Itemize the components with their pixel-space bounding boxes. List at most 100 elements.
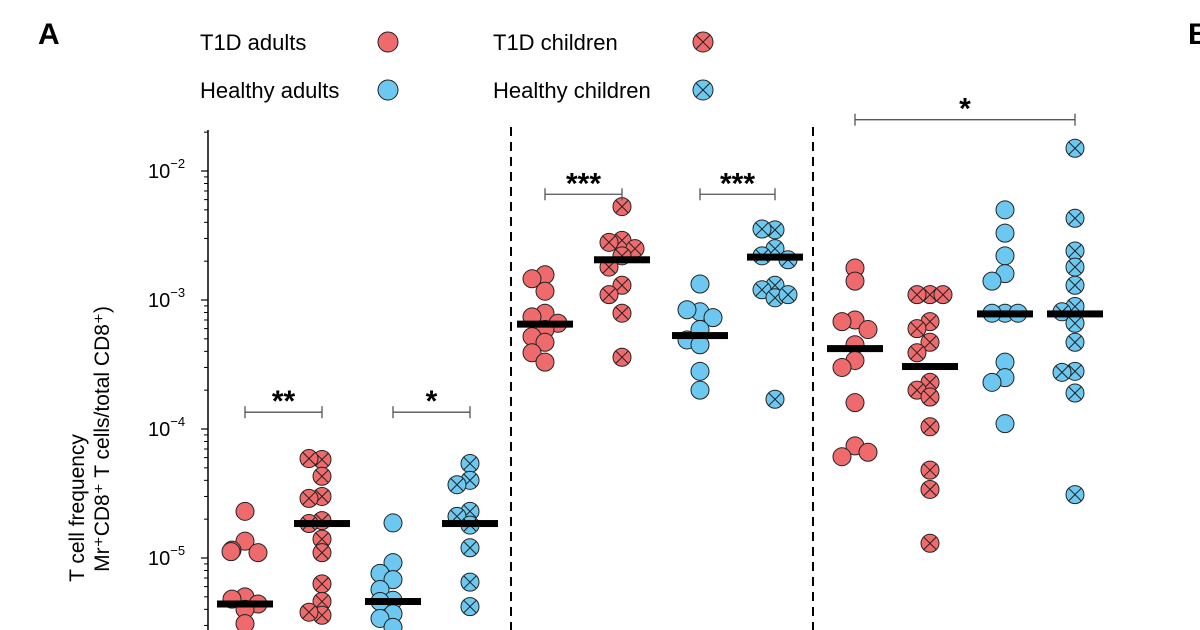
data-point-cross xyxy=(768,223,782,237)
data-point-cross xyxy=(615,306,629,320)
median-bar xyxy=(294,520,350,528)
legend-marker-circle xyxy=(377,31,399,53)
data-point-cross xyxy=(923,375,937,389)
data-point-circle xyxy=(982,271,1002,291)
data-point-cross xyxy=(463,456,477,471)
data-point xyxy=(920,533,940,553)
median-bar xyxy=(902,363,958,371)
data-point xyxy=(599,232,619,252)
data-point-circle xyxy=(845,271,865,291)
y-tick-label: 10−4 xyxy=(148,414,185,441)
data-point xyxy=(460,538,480,558)
data-point-circle xyxy=(235,614,255,630)
data-point-circle xyxy=(690,274,710,294)
data-point-circle xyxy=(832,447,852,467)
data-point-circle xyxy=(832,312,852,332)
data-point-circle xyxy=(383,513,403,533)
data-point xyxy=(535,332,555,352)
legend-marker xyxy=(377,79,399,101)
data-point xyxy=(522,269,542,289)
data-point xyxy=(235,501,255,521)
legend-marker-circle xyxy=(377,79,399,101)
data-point xyxy=(1065,275,1085,295)
data-point-cross xyxy=(923,390,937,404)
legend-marker xyxy=(377,31,399,53)
data-point xyxy=(522,343,542,363)
data-point xyxy=(460,454,480,474)
data-point xyxy=(383,513,403,533)
y-tick-exponent: −2 xyxy=(170,156,185,171)
data-point-circle xyxy=(845,393,865,413)
median-bar xyxy=(672,332,728,340)
data-point-cross xyxy=(910,321,924,336)
data-point-cross xyxy=(1068,211,1082,225)
data-point-cross xyxy=(1068,278,1082,292)
median-bar xyxy=(217,600,273,608)
y-axis-title-line1: T cell frequency xyxy=(66,434,89,582)
data-points xyxy=(221,138,1085,630)
data-point xyxy=(383,617,403,630)
data-point-cross xyxy=(1068,487,1082,502)
y-tick-label: 10−2 xyxy=(148,156,185,183)
data-point xyxy=(920,387,940,407)
data-point xyxy=(982,372,1002,392)
data-point xyxy=(1065,485,1085,505)
data-point-cross xyxy=(463,541,477,555)
median-bar xyxy=(517,320,573,328)
y-axis: 10−2 10−3 10−4 10−5 xyxy=(148,130,209,630)
data-point-cross xyxy=(1068,260,1082,274)
legend-label: Healthy children xyxy=(493,78,651,103)
legend-marker-cross xyxy=(695,34,711,50)
data-point xyxy=(248,543,268,563)
data-point-circle xyxy=(690,380,710,400)
panel-dividers xyxy=(510,127,814,630)
data-point-cross xyxy=(315,608,329,622)
legend-label: Healthy adults xyxy=(200,78,339,103)
data-point xyxy=(221,542,241,562)
y-tick-exponent: −5 xyxy=(170,543,185,558)
data-point-cross xyxy=(910,346,924,360)
data-point xyxy=(612,197,632,217)
data-point-circle xyxy=(383,570,403,590)
data-point xyxy=(703,308,723,328)
data-point-circle xyxy=(995,223,1015,243)
data-point xyxy=(995,414,1015,434)
data-point xyxy=(1065,241,1085,261)
data-point xyxy=(677,300,697,320)
y-axis-title-line2: Mr⁺CD8⁺ T cells/total CD8⁺) xyxy=(91,306,114,572)
data-point xyxy=(690,361,710,381)
data-point xyxy=(612,275,632,295)
data-point xyxy=(832,447,852,467)
significance-label: * xyxy=(426,385,438,418)
data-point xyxy=(858,320,878,340)
data-point xyxy=(907,285,927,305)
data-point-cross xyxy=(315,532,329,546)
legend-label: T1D children xyxy=(493,30,618,55)
y-axis-title: T cell frequency Mr⁺CD8⁺ T cells/total C… xyxy=(66,306,114,582)
legend-label: T1D adults xyxy=(200,30,306,55)
data-point xyxy=(832,357,852,377)
data-point xyxy=(447,475,467,495)
y-tick-exponent: −3 xyxy=(170,285,185,300)
data-point-circle xyxy=(982,372,1002,392)
data-point xyxy=(907,343,927,363)
data-point xyxy=(832,312,852,332)
data-point-circle xyxy=(995,246,1015,266)
significance-brackets: ** **** **** xyxy=(244,93,1076,419)
data-point xyxy=(690,274,710,294)
data-point-cross xyxy=(302,491,316,506)
data-point xyxy=(460,572,480,592)
data-point xyxy=(765,389,785,409)
data-point-cross xyxy=(910,288,924,302)
data-point xyxy=(995,223,1015,243)
data-point-circle xyxy=(535,332,555,352)
data-point-cross xyxy=(315,577,329,591)
data-point xyxy=(920,460,940,480)
data-point xyxy=(907,319,927,339)
data-point-cross xyxy=(315,469,329,483)
data-point-cross xyxy=(315,546,329,560)
data-point xyxy=(312,574,332,594)
data-point-cross xyxy=(1068,386,1082,400)
data-point-circle xyxy=(535,281,555,301)
data-point-cross xyxy=(923,482,937,497)
